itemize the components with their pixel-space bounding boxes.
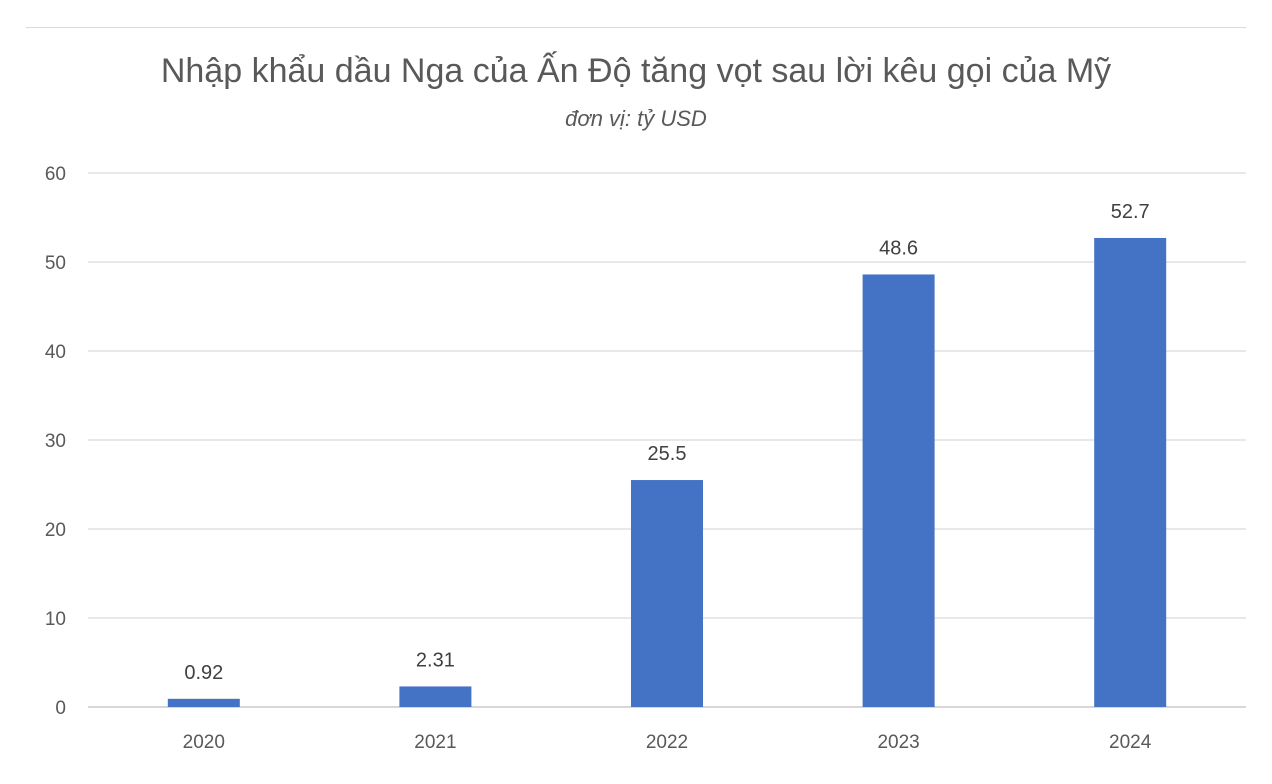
y-tick-label: 30 <box>45 431 66 452</box>
y-tick-label: 50 <box>45 253 66 274</box>
x-tick-label: 2022 <box>646 732 688 753</box>
y-tick-label: 10 <box>45 609 66 630</box>
top-divider <box>26 27 1246 28</box>
chart-title: Nhập khẩu dầu Nga của Ấn Độ tăng vọt sau… <box>160 52 1112 90</box>
bar <box>631 480 703 707</box>
bar <box>862 274 935 707</box>
data-label: 52.7 <box>1111 201 1150 223</box>
x-tick-label: 2021 <box>414 732 456 753</box>
y-tick-label: 20 <box>45 520 66 541</box>
data-label: 48.6 <box>879 237 918 259</box>
data-label: 2.31 <box>416 649 455 671</box>
y-tick-label: 0 <box>55 698 66 719</box>
data-label: 25.5 <box>648 443 687 465</box>
y-tick-label: 60 <box>45 164 66 185</box>
bar <box>167 698 240 707</box>
bar <box>1094 237 1167 707</box>
bar <box>399 686 472 707</box>
data-label: 0.92 <box>184 662 223 684</box>
x-tick-label: 2020 <box>183 732 225 753</box>
y-tick-label: 40 <box>45 342 66 363</box>
x-tick-label: 2024 <box>1109 732 1152 753</box>
chart-subtitle: đơn vị: tỷ USD <box>565 106 707 131</box>
x-tick-label: 2023 <box>877 732 919 753</box>
